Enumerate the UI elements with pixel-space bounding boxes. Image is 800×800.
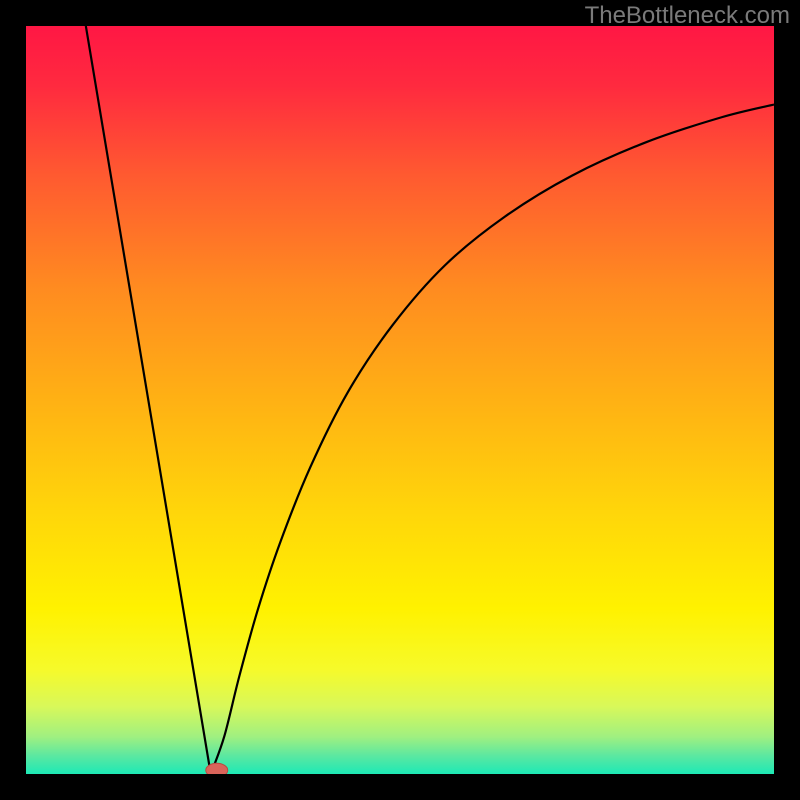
plot-gradient-background: [26, 26, 774, 774]
chart-container: TheBottleneck.com: [0, 0, 800, 800]
watermark-text: TheBottleneck.com: [585, 2, 790, 30]
bottleneck-chart: [0, 0, 800, 800]
